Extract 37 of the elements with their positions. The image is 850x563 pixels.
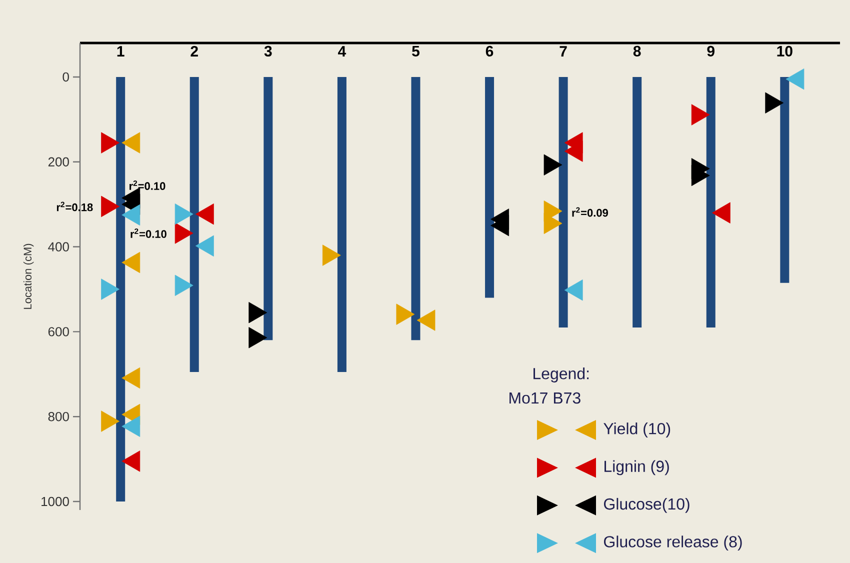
x-tick-label: 1 (117, 46, 124, 56)
x-tick-label: 2 (190, 46, 198, 56)
legend-label: Glucose(10) (604, 498, 690, 513)
bar (706, 76, 716, 328)
y-axis-title: Location (cM) (23, 244, 34, 309)
bar (632, 76, 642, 328)
legend-label: Glucose release (8) (604, 536, 742, 551)
annotation: r$^{2}$=0.18 (56, 202, 93, 212)
annotation: r$^{2}$=0.10 (130, 180, 166, 190)
y-tick-label: 400 (48, 242, 69, 252)
x-tick-label: 8 (633, 46, 641, 56)
y-tick-label: 600 (48, 327, 69, 336)
bar (116, 76, 126, 502)
legend-title: Legend: (534, 368, 589, 382)
x-tick-label: 10 (777, 46, 792, 56)
y-tick-label: 200 (48, 157, 69, 166)
legend-label: Yield (10) (604, 422, 670, 438)
annotation: r$^{2}$=0.10 (130, 228, 166, 238)
x-tick-label: 4 (338, 46, 346, 56)
legend-label: Lignin (9) (604, 460, 669, 476)
x-tick-label: 3 (264, 46, 272, 56)
bar (780, 76, 790, 283)
annotation: Mo17 B73 (510, 392, 580, 404)
bar (558, 76, 568, 328)
annotation: r$^{2}$=0.09 (572, 207, 608, 217)
x-tick-label: 6 (486, 46, 494, 56)
y-tick-label: 0 (62, 72, 69, 82)
bar (411, 76, 420, 340)
bar (264, 76, 273, 340)
y-tick-label: 800 (48, 412, 69, 422)
x-tick-label: 7 (560, 46, 567, 56)
bar (485, 76, 494, 298)
bar (190, 76, 199, 372)
x-tick-label: 9 (707, 46, 714, 56)
y-tick-label: 1000 (42, 496, 69, 506)
x-tick-label: 5 (412, 46, 420, 56)
bar (337, 76, 346, 372)
